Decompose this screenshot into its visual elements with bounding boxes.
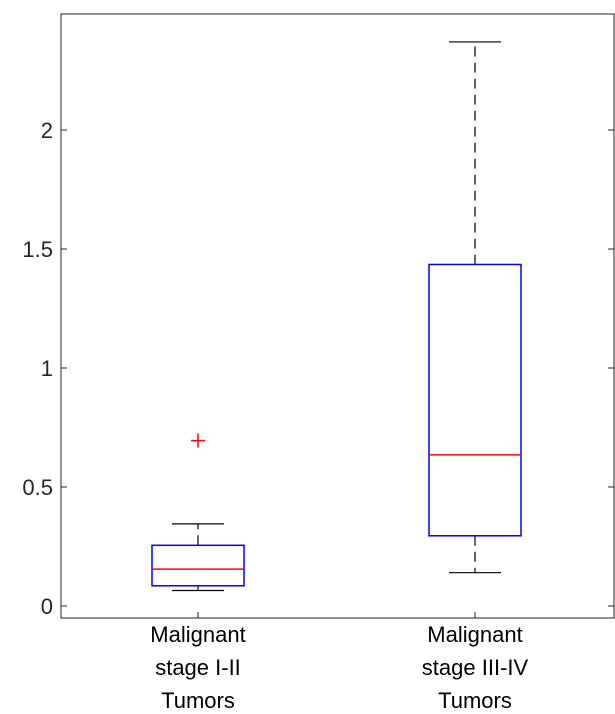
box-group <box>151 41 522 592</box>
y-tick-label: 0 <box>41 594 53 619</box>
y-axis: 0 0.5 1 1.5 2 <box>22 118 614 619</box>
category-label: Tumors <box>161 688 235 713</box>
plot-area <box>60 13 615 619</box>
x-axis-labels: Malignant stage I-II Tumors Malignant stage … <box>150 622 528 713</box>
outlier-marker <box>191 433 205 448</box>
iqr-box <box>428 263 522 537</box>
y-tick-label: 0.5 <box>22 475 53 500</box>
y-tick-label: 1.5 <box>22 237 53 262</box>
y-tick-label: 1 <box>41 356 53 381</box>
category-label: Tumors <box>438 688 512 713</box>
category-label: stage I-II <box>155 655 241 680</box>
y-tick-label: 2 <box>41 118 53 143</box>
category-label: Malignant <box>427 622 522 647</box>
category-label: Malignant <box>150 622 245 647</box>
iqr-box <box>151 544 245 587</box>
category-label: stage III-IV <box>422 655 529 680</box>
